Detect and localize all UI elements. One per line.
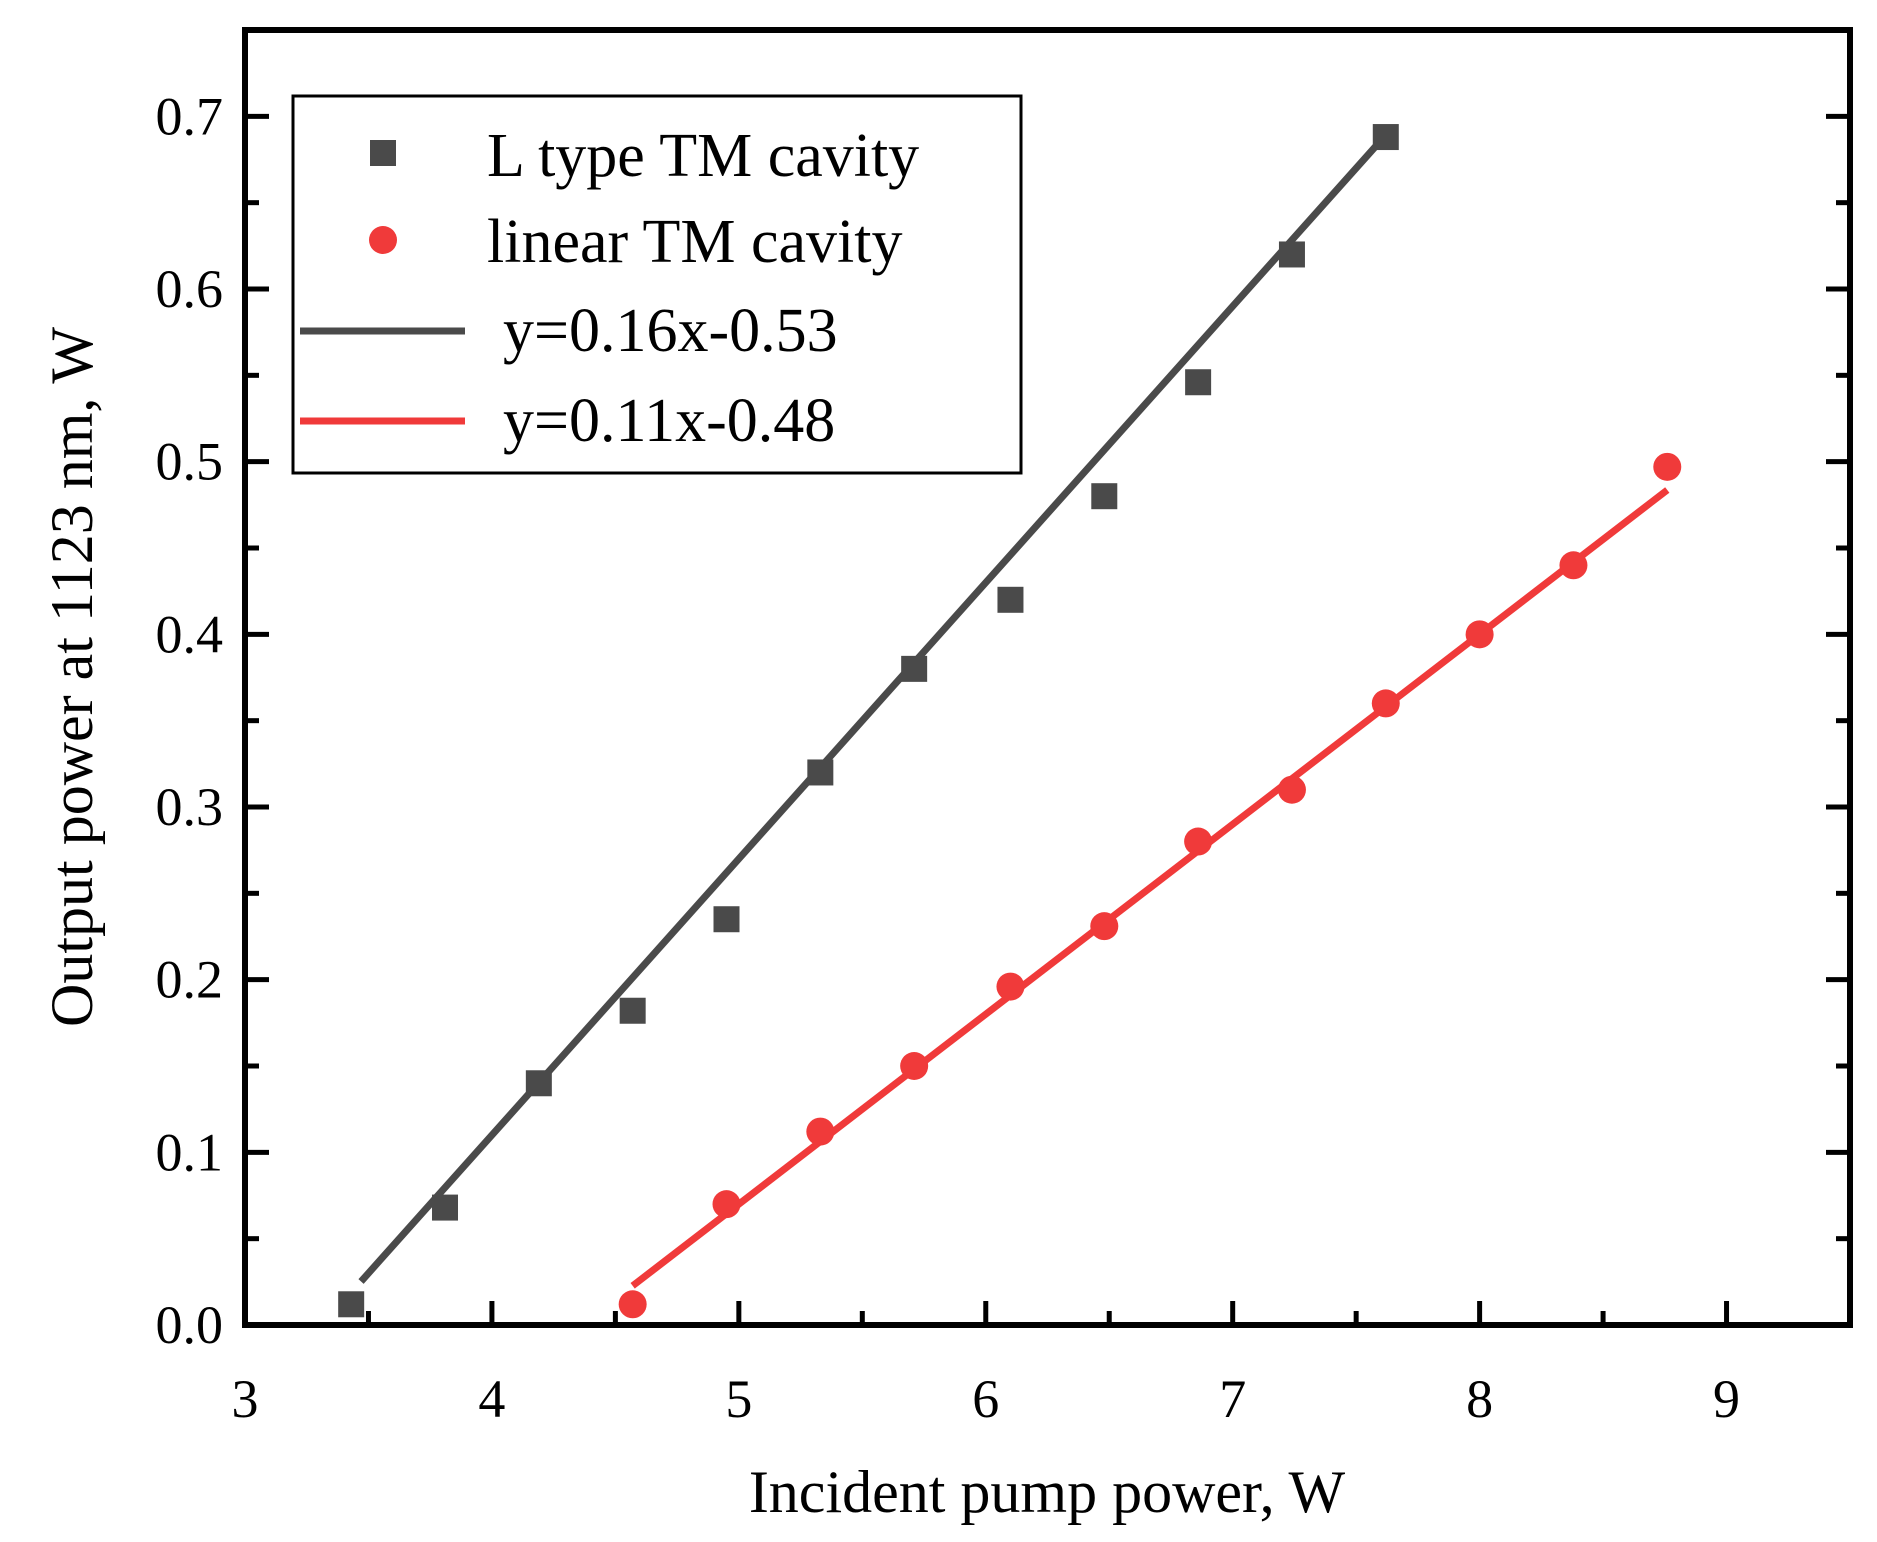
data-point-square	[525, 1070, 552, 1097]
data-point-circle	[1653, 452, 1682, 481]
data-point-circle	[1559, 551, 1588, 580]
legend: L type TM cavity linear TM cavity y=0.16…	[291, 94, 1023, 475]
x-tick-label: 8	[1466, 1369, 1493, 1429]
data-point-circle	[1465, 620, 1494, 649]
data-point-circle	[618, 1290, 647, 1319]
legend-label-fit-l-type: y=0.16x-0.53	[503, 297, 838, 365]
legend-label-fit-linear: y=0.11x-0.48	[503, 387, 835, 455]
data-point-square	[1372, 124, 1399, 151]
data-point-circle	[1184, 827, 1213, 856]
legend-marker-square	[370, 140, 396, 166]
x-tick-label: 3	[232, 1369, 259, 1429]
x-tick-label: 4	[478, 1369, 505, 1429]
y-tick-label: 0.0	[156, 1295, 224, 1355]
legend-marker-circle	[369, 226, 397, 254]
data-point-circle	[900, 1052, 929, 1080]
data-point-square	[997, 586, 1024, 613]
data-points	[338, 124, 1682, 1319]
data-point-square	[1091, 483, 1118, 510]
legend-label-l-type: L type TM cavity	[487, 122, 919, 190]
plot-frame	[242, 27, 1853, 1328]
data-point-circle	[1371, 689, 1400, 718]
data-point-square	[901, 655, 928, 682]
x-tick-label: 5	[725, 1369, 752, 1429]
y-axis-title: Output power at 1123 nm, W	[39, 327, 105, 1027]
data-point-circle	[806, 1117, 835, 1146]
data-point-square	[619, 997, 646, 1024]
y-tick-label: 0.6	[156, 259, 224, 319]
x-tick-label: 7	[1219, 1369, 1246, 1429]
legend-box	[291, 94, 1023, 475]
data-point-circle	[1090, 912, 1119, 941]
data-point-square	[713, 906, 740, 933]
data-point-square	[807, 759, 834, 786]
fit-line-1	[630, 487, 1670, 1289]
data-point-square	[1185, 369, 1212, 396]
y-tick-label: 0.1	[156, 1122, 224, 1182]
data-point-circle	[712, 1190, 741, 1219]
data-point-circle	[1277, 775, 1306, 804]
y-tick-label: 0.5	[156, 432, 224, 492]
y-tick-label: 0.3	[156, 777, 224, 837]
y-tick-labels: 0.0 0.1 0.2 0.3 0.4 0.5 0.6 0.7	[156, 86, 224, 1355]
x-tick-label: 9	[1713, 1369, 1740, 1429]
data-point-square	[338, 1291, 365, 1318]
legend-label-linear: linear TM cavity	[487, 208, 903, 276]
data-point-square	[432, 1194, 459, 1221]
x-tick-label: 6	[972, 1369, 999, 1429]
y-tick-label: 0.2	[156, 950, 224, 1010]
y-tick-label: 0.7	[156, 86, 224, 146]
data-point-square	[1278, 241, 1305, 268]
x-tick-labels: 3 4 5 6 7 8 9	[232, 1369, 1741, 1429]
x-axis-title: Incident pump power, W	[749, 1459, 1346, 1525]
y-tick-label: 0.4	[156, 604, 224, 664]
data-point-circle	[996, 972, 1025, 1001]
